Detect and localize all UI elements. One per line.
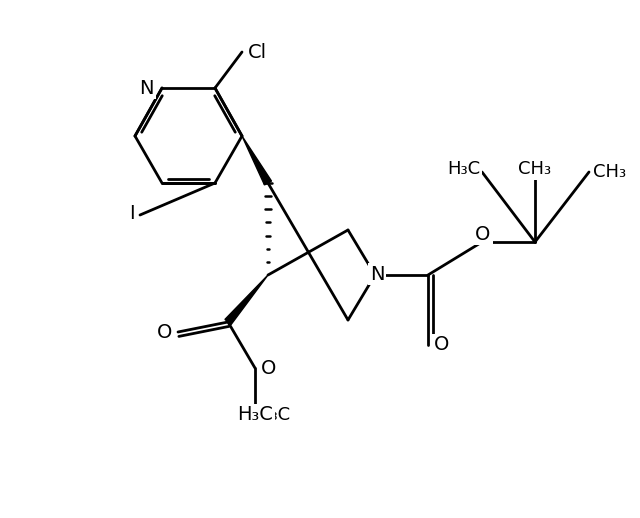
Text: H₃C: H₃C [257, 406, 290, 424]
Polygon shape [242, 136, 271, 185]
Text: Cl: Cl [248, 42, 267, 62]
Text: N: N [140, 79, 154, 97]
Text: CH₃: CH₃ [593, 163, 626, 181]
Text: I: I [129, 204, 135, 223]
Text: O: O [434, 336, 449, 354]
Text: O: O [157, 323, 172, 341]
Text: N: N [370, 265, 384, 283]
Text: O: O [476, 224, 491, 243]
Text: O: O [261, 358, 276, 378]
Text: H₃C: H₃C [237, 406, 273, 424]
Polygon shape [225, 275, 268, 325]
Text: CH₃: CH₃ [518, 160, 552, 178]
Text: H₃C: H₃C [447, 160, 480, 178]
